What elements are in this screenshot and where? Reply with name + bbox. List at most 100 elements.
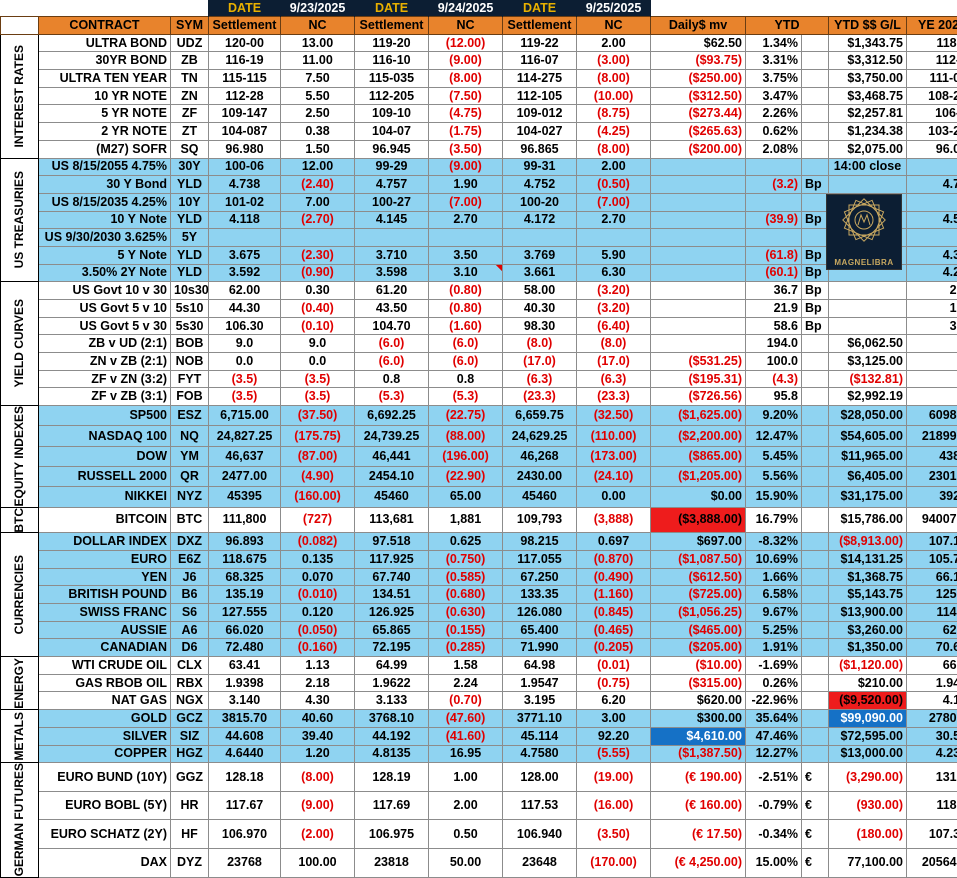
cell-ye[interactable]: 39.7 bbox=[907, 317, 957, 335]
cell-sym[interactable]: A6 bbox=[171, 621, 209, 639]
cell-ytd[interactable]: 0.26% bbox=[746, 674, 802, 692]
cell-gl[interactable]: $6,405.00 bbox=[829, 467, 907, 487]
cell-ye[interactable]: 131.29 bbox=[907, 763, 957, 792]
cell-daily[interactable]: (€ 17.50) bbox=[651, 820, 746, 849]
cell-s3[interactable]: 45460 bbox=[503, 487, 577, 507]
cell-n2[interactable]: 2.00 bbox=[429, 791, 503, 820]
cell-ytd[interactable]: 58.6 bbox=[746, 317, 802, 335]
cell-n2[interactable]: (0.585) bbox=[429, 568, 503, 586]
cell-n2[interactable] bbox=[429, 229, 503, 247]
cell-ytd[interactable] bbox=[746, 158, 802, 176]
cell-daily[interactable] bbox=[651, 158, 746, 176]
cell-n1[interactable]: 0.30 bbox=[281, 282, 355, 300]
cell-ye[interactable]: 62.14 bbox=[907, 621, 957, 639]
cell-s3[interactable]: 67.250 bbox=[503, 568, 577, 586]
cell-gl[interactable] bbox=[829, 300, 907, 318]
cell-s3[interactable]: 4.752 bbox=[503, 176, 577, 194]
cell-gl[interactable]: $210.00 bbox=[829, 674, 907, 692]
cell-n1[interactable]: 12.00 bbox=[281, 158, 355, 176]
cell-ytd[interactable]: 95.8 bbox=[746, 388, 802, 406]
cell-n3[interactable]: (32.50) bbox=[577, 406, 651, 426]
cell-s2[interactable]: 116-10 bbox=[355, 52, 429, 70]
cell-n2[interactable]: (0.80) bbox=[429, 282, 503, 300]
cell-n3[interactable] bbox=[577, 229, 651, 247]
cell-s1[interactable]: 4.738 bbox=[209, 176, 281, 194]
cell-unit[interactable] bbox=[802, 335, 829, 353]
cell-contract[interactable]: 30YR BOND bbox=[39, 52, 171, 70]
cell-s1[interactable]: 128.18 bbox=[209, 763, 281, 792]
cell-contract[interactable]: US 9/30/2030 3.625% bbox=[39, 229, 171, 247]
cell-n3[interactable]: (4.25) bbox=[577, 123, 651, 141]
cell-s2[interactable]: 65.865 bbox=[355, 621, 429, 639]
cell-daily[interactable]: ($3,888.00) bbox=[651, 507, 746, 533]
cell-s1[interactable]: 23768 bbox=[209, 848, 281, 877]
cell-daily[interactable]: (€ 190.00) bbox=[651, 763, 746, 792]
cell-s2[interactable]: 113,681 bbox=[355, 507, 429, 533]
cell-n3[interactable]: (8.0) bbox=[577, 335, 651, 353]
cell-sym[interactable]: GGZ bbox=[171, 763, 209, 792]
cell-s3[interactable]: 106.940 bbox=[503, 820, 577, 849]
cell-ytd[interactable]: 35.64% bbox=[746, 710, 802, 728]
cell-n3[interactable]: (3.50) bbox=[577, 820, 651, 849]
cell-n1[interactable]: 40.60 bbox=[281, 710, 355, 728]
cell-ytd[interactable]: 3.75% bbox=[746, 70, 802, 88]
cell-n3[interactable]: (110.00) bbox=[577, 426, 651, 446]
cell-contract[interactable]: ULTRA BOND bbox=[39, 34, 171, 52]
cell-gl[interactable]: $3,125.00 bbox=[829, 353, 907, 371]
cell-ye[interactable]: 118.46 bbox=[907, 791, 957, 820]
cell-contract[interactable]: BITCOIN bbox=[39, 507, 171, 533]
cell-s2[interactable]: 134.51 bbox=[355, 586, 429, 604]
cell-contract[interactable]: NIKKEI bbox=[39, 487, 171, 507]
cell-n3[interactable]: (3.20) bbox=[577, 282, 651, 300]
cell-gl[interactable]: $6,062.50 bbox=[829, 335, 907, 353]
cell-ytd[interactable]: 2.26% bbox=[746, 105, 802, 123]
cell-daily[interactable] bbox=[651, 211, 746, 229]
cell-unit[interactable] bbox=[802, 229, 829, 247]
cell-n2[interactable]: (0.750) bbox=[429, 550, 503, 568]
cell-gl[interactable]: ($9,520.00) bbox=[829, 692, 907, 710]
cell-ytd[interactable]: 10.69% bbox=[746, 550, 802, 568]
cell-unit[interactable]: Bp bbox=[802, 282, 829, 300]
cell-contract[interactable]: DOLLAR INDEX bbox=[39, 533, 171, 551]
cell-sym[interactable]: QR bbox=[171, 467, 209, 487]
cell-daily[interactable]: $300.00 bbox=[651, 710, 746, 728]
cell-ytd[interactable]: 9.20% bbox=[746, 406, 802, 426]
cell-daily[interactable] bbox=[651, 193, 746, 211]
cell-s1[interactable]: 45395 bbox=[209, 487, 281, 507]
cell-gl[interactable]: $1,350.00 bbox=[829, 639, 907, 657]
cell-n1[interactable]: (2.30) bbox=[281, 246, 355, 264]
cell-ytd[interactable]: -0.34% bbox=[746, 820, 802, 849]
cell-s1[interactable]: 3.140 bbox=[209, 692, 281, 710]
cell-sym[interactable]: DYZ bbox=[171, 848, 209, 877]
cell-daily[interactable] bbox=[651, 300, 746, 318]
cell-contract[interactable]: EURO SCHATZ (2Y) bbox=[39, 820, 171, 849]
cell-gl[interactable] bbox=[829, 317, 907, 335]
cell-daily[interactable]: ($315.00) bbox=[651, 674, 746, 692]
cell-s2[interactable]: 43.50 bbox=[355, 300, 429, 318]
cell-contract[interactable]: COPPER bbox=[39, 745, 171, 763]
cell-s3[interactable]: 109,793 bbox=[503, 507, 577, 533]
cell-contract[interactable]: CANADIAN bbox=[39, 639, 171, 657]
cell-daily[interactable]: ($1,625.00) bbox=[651, 406, 746, 426]
cell-daily[interactable] bbox=[651, 317, 746, 335]
cell-s1[interactable] bbox=[209, 229, 281, 247]
cell-n1[interactable]: (37.50) bbox=[281, 406, 355, 426]
cell-gl[interactable]: $72,595.00 bbox=[829, 727, 907, 745]
cell-contract[interactable]: WTI CRUDE OIL bbox=[39, 657, 171, 675]
cell-s3[interactable]: 98.30 bbox=[503, 317, 577, 335]
cell-s1[interactable]: 101-02 bbox=[209, 193, 281, 211]
cell-n3[interactable]: (23.3) bbox=[577, 388, 651, 406]
cell-ye[interactable]: 66.10 bbox=[907, 657, 957, 675]
cell-ye[interactable]: 125.12 bbox=[907, 586, 957, 604]
cell-s2[interactable]: (6.0) bbox=[355, 353, 429, 371]
cell-n1[interactable]: 4.30 bbox=[281, 692, 355, 710]
cell-n1[interactable]: (87.00) bbox=[281, 446, 355, 466]
cell-daily[interactable]: ($531.25) bbox=[651, 353, 746, 371]
cell-s3[interactable]: 65.400 bbox=[503, 621, 577, 639]
cell-ye[interactable]: 21.3 bbox=[907, 282, 957, 300]
cell-ye[interactable]: 118-11 bbox=[907, 34, 957, 52]
cell-n1[interactable]: (9.00) bbox=[281, 791, 355, 820]
cell-s3[interactable]: 116-07 bbox=[503, 52, 577, 70]
cell-s3[interactable]: 100-20 bbox=[503, 193, 577, 211]
cell-n2[interactable]: 50.00 bbox=[429, 848, 503, 877]
